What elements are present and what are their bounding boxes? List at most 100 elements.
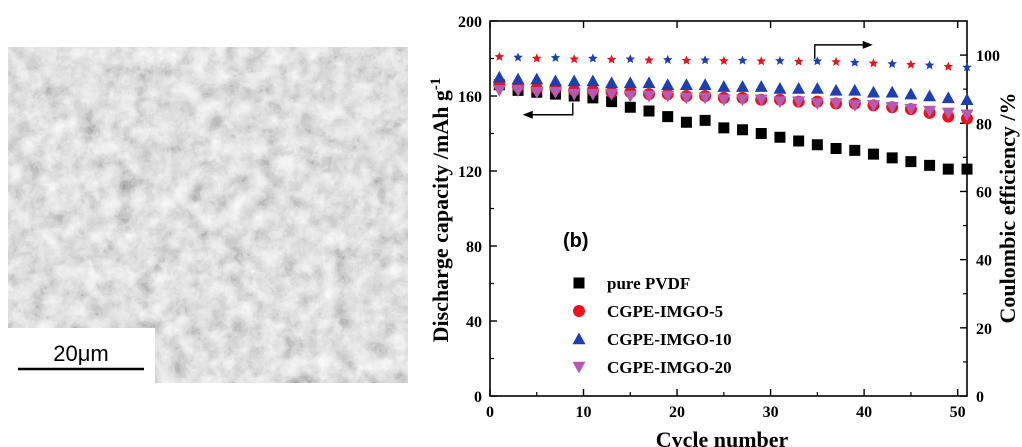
data-point bbox=[511, 72, 525, 85]
y2-tick-label: 60 bbox=[976, 184, 992, 201]
data-point bbox=[923, 89, 937, 102]
x-tick-label: 40 bbox=[856, 404, 872, 421]
efficiency-point bbox=[606, 54, 617, 64]
legend-label: CGPE-IMGO-5 bbox=[607, 302, 723, 321]
capacity-chart: 0 10 20 30 40 50 0 40 80 120 160 200 0 20 40 60 80 100 pu… bbox=[428, 14, 1020, 447]
efficiency-point bbox=[644, 55, 654, 65]
efficiency-point bbox=[793, 56, 804, 66]
data-point bbox=[530, 87, 544, 99]
y-tick-label: 0 bbox=[474, 389, 482, 406]
data-point bbox=[606, 96, 618, 108]
data-point bbox=[567, 88, 581, 101]
y2-tick-label: 80 bbox=[976, 116, 992, 133]
data-point bbox=[829, 98, 843, 110]
data-point bbox=[810, 98, 824, 110]
data-point bbox=[941, 107, 955, 120]
data-point bbox=[679, 92, 693, 105]
data-point bbox=[642, 76, 656, 89]
data-point bbox=[754, 94, 768, 107]
legend-marker bbox=[572, 332, 586, 345]
legend-label: CGPE-IMGO-20 bbox=[607, 358, 732, 377]
efficiency-point bbox=[700, 55, 710, 65]
x-axis-title: Cycle number bbox=[656, 427, 789, 447]
data-point bbox=[718, 122, 730, 134]
y-axis-title-superscript: -1 bbox=[428, 78, 444, 91]
efficiency-point bbox=[588, 53, 598, 63]
legend-marker bbox=[573, 305, 585, 317]
efficiency-point bbox=[719, 55, 729, 65]
data-point bbox=[866, 85, 880, 98]
efficiency-point bbox=[868, 58, 879, 68]
data-point bbox=[623, 90, 637, 103]
x-tick-label: 30 bbox=[763, 404, 779, 421]
efficiency-point bbox=[831, 56, 841, 66]
efficiency-point bbox=[681, 55, 692, 65]
annotations bbox=[522, 40, 873, 119]
data-point bbox=[698, 78, 712, 90]
data-point bbox=[548, 87, 562, 99]
series-triangle-down bbox=[492, 85, 974, 122]
right-axis-arrowhead bbox=[862, 40, 873, 49]
data-point bbox=[717, 94, 731, 107]
series-square bbox=[493, 79, 973, 175]
legend-marker bbox=[572, 361, 586, 374]
data-point bbox=[699, 114, 711, 126]
data-point bbox=[511, 85, 525, 97]
data-point bbox=[904, 103, 918, 116]
data-point bbox=[624, 101, 636, 113]
data-point bbox=[605, 88, 619, 101]
data-point bbox=[643, 105, 655, 117]
data-point bbox=[904, 87, 918, 100]
y2-tick-label: 0 bbox=[976, 389, 984, 406]
y2-axis-title: Coulombic efficiency /% bbox=[995, 93, 1020, 324]
data-point bbox=[849, 144, 861, 156]
data-point bbox=[492, 70, 506, 83]
data-point bbox=[773, 96, 787, 109]
efficiency-series bbox=[494, 51, 972, 72]
legend-label: pure PVDF bbox=[607, 274, 690, 293]
y-axis-title-main: Discharge capacity /mAh g bbox=[428, 90, 453, 342]
data-point bbox=[754, 80, 768, 92]
y-tick-label: 200 bbox=[458, 14, 482, 31]
data-point bbox=[811, 139, 823, 151]
legend-marker bbox=[573, 277, 585, 289]
data-point bbox=[793, 135, 805, 147]
data-point bbox=[492, 85, 506, 97]
data-point bbox=[530, 72, 544, 85]
efficiency-point bbox=[662, 54, 673, 64]
efficiency-point bbox=[550, 52, 561, 62]
data-point bbox=[866, 100, 880, 112]
series-circle bbox=[493, 78, 973, 125]
x-tick-label: 20 bbox=[669, 404, 685, 421]
data-point bbox=[848, 83, 862, 96]
x-tick-label: 10 bbox=[576, 404, 592, 421]
efficiency-point bbox=[569, 54, 579, 64]
right-axis-arrow bbox=[814, 44, 867, 59]
data-point bbox=[623, 76, 637, 89]
data-point bbox=[942, 163, 954, 175]
data-point bbox=[960, 109, 974, 122]
data-point bbox=[548, 74, 562, 87]
data-point bbox=[774, 131, 786, 143]
data-point bbox=[941, 91, 955, 104]
data-point bbox=[773, 82, 787, 94]
data-point bbox=[829, 83, 843, 96]
data-point bbox=[736, 94, 750, 107]
data-point bbox=[848, 100, 862, 112]
efficiency-point bbox=[494, 51, 505, 61]
left-axis-arrowhead bbox=[522, 110, 533, 119]
efficiency-point bbox=[924, 60, 935, 70]
data-point bbox=[867, 148, 879, 160]
efficiency-point bbox=[513, 52, 523, 62]
data-point bbox=[586, 88, 600, 101]
data-point bbox=[960, 93, 974, 105]
y2-tick-label: 20 bbox=[976, 321, 992, 338]
data-point bbox=[679, 78, 693, 90]
sem-texture bbox=[8, 47, 408, 383]
data-point bbox=[905, 156, 917, 168]
y-axis-title: Discharge capacity /mAh g-1 bbox=[428, 78, 453, 343]
data-point bbox=[661, 90, 675, 103]
data-point bbox=[567, 74, 581, 87]
data-point bbox=[885, 85, 899, 98]
left-axis-arrow bbox=[528, 102, 574, 116]
